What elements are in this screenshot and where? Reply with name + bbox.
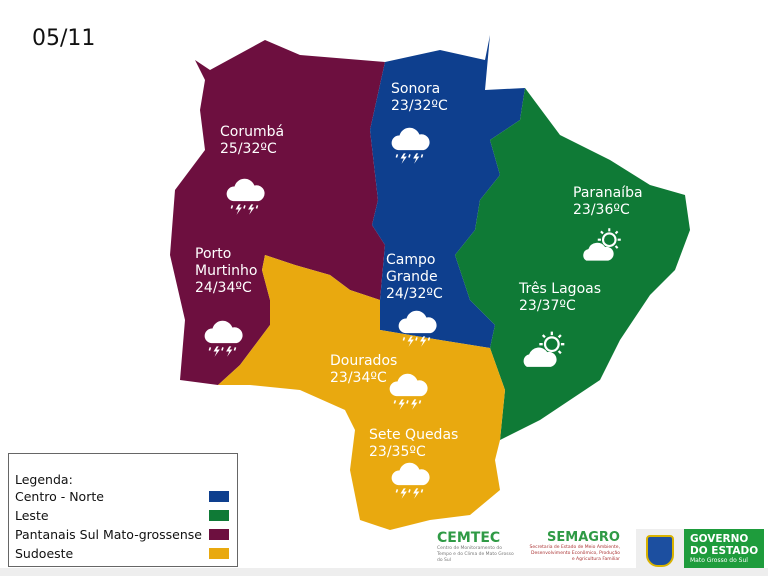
city-name: Grande — [386, 269, 438, 285]
state-coat-of-arms-icon — [646, 535, 674, 567]
city-porto-murtinho: Porto Murtinho 24/34ºC — [195, 246, 257, 297]
gov-title: GOVERNO — [690, 533, 749, 545]
city-name: Dourados — [330, 353, 398, 369]
city-name: Porto — [195, 246, 232, 262]
city-name: Murtinho — [195, 263, 258, 279]
city-dourados: Dourados 23/34ºC — [330, 353, 397, 387]
gov-title: DO ESTADO — [690, 545, 759, 557]
region-leste[interactable] — [455, 88, 690, 440]
city-sete-quedas: Sete Quedas 23/35ºC — [369, 427, 458, 461]
legend-title: Legenda: — [15, 472, 73, 487]
city-temp: 25/32ºC — [220, 141, 277, 157]
cemtec-subtitle: Centro de Monitoramento do Tempo e do Cl… — [437, 546, 514, 563]
gov-subtitle: Mato Grosso do Sul — [690, 557, 748, 564]
legend-swatch — [209, 491, 229, 502]
city-name: Sonora — [391, 81, 441, 97]
legend-item: Leste — [15, 508, 231, 523]
city-temp: 23/36ºC — [573, 202, 630, 218]
city-temp: 23/37ºC — [519, 298, 576, 314]
legend-swatch — [209, 510, 229, 521]
legend-label: Pantanais Sul Mato-grossense — [15, 527, 202, 542]
cemtec-logo: CEMTEC Centro de Monitoramento do Tempo … — [437, 530, 517, 564]
forecast-date: 05/11 — [32, 26, 96, 51]
city-campo-grande: Campo Grande 24/32ºC — [386, 252, 443, 303]
city-temp: 23/35ºC — [369, 444, 426, 460]
city-name: Três Lagoas — [519, 281, 602, 297]
cemtec-name: CEMTEC — [437, 530, 501, 546]
city-name: Corumbá — [220, 124, 285, 140]
city-paranaiba: Paranaíba 23/36ºC — [573, 185, 643, 219]
city-name: Paranaíba — [573, 185, 643, 201]
region-centro-norte[interactable] — [370, 35, 525, 348]
government-logo: GOVERNO DO ESTADO Mato Grosso do Sul — [636, 529, 764, 569]
legend-item: Sudoeste — [15, 546, 231, 561]
legend-label: Sudoeste — [15, 546, 74, 561]
city-sonora: Sonora 23/32ºC — [391, 81, 448, 115]
legend-label: Leste — [15, 508, 49, 523]
legend: Legenda: Centro - Norte Leste Pantanais … — [8, 453, 238, 567]
city-temp: 23/34ºC — [330, 370, 387, 386]
region-sudoeste[interactable] — [218, 255, 505, 530]
legend-swatch — [209, 529, 229, 540]
region-pantanais[interactable] — [170, 40, 385, 385]
semagro-logo: SEMAGRO Secretaria de Estado de Meio Amb… — [528, 530, 620, 563]
semagro-subtitle: Secretaria de Estado de Meio Ambiente, D… — [529, 545, 620, 562]
city-temp: 24/32ºC — [386, 286, 443, 302]
city-corumba: Corumbá 25/32ºC — [220, 124, 284, 158]
semagro-name: SEMAGRO — [547, 530, 620, 545]
city-temp: 24/34ºC — [195, 280, 252, 296]
city-name: Campo — [386, 252, 436, 268]
city-tres-lagoas: Três Lagoas 23/37ºC — [519, 281, 601, 315]
city-name: Sete Quedas — [369, 427, 459, 443]
legend-label: Centro - Norte — [15, 489, 104, 504]
city-temp: 23/32ºC — [391, 98, 448, 114]
legend-item: Centro - Norte — [15, 489, 231, 504]
footer-divider — [0, 568, 768, 576]
legend-item: Pantanais Sul Mato-grossense — [15, 527, 231, 542]
legend-swatch — [209, 548, 229, 559]
